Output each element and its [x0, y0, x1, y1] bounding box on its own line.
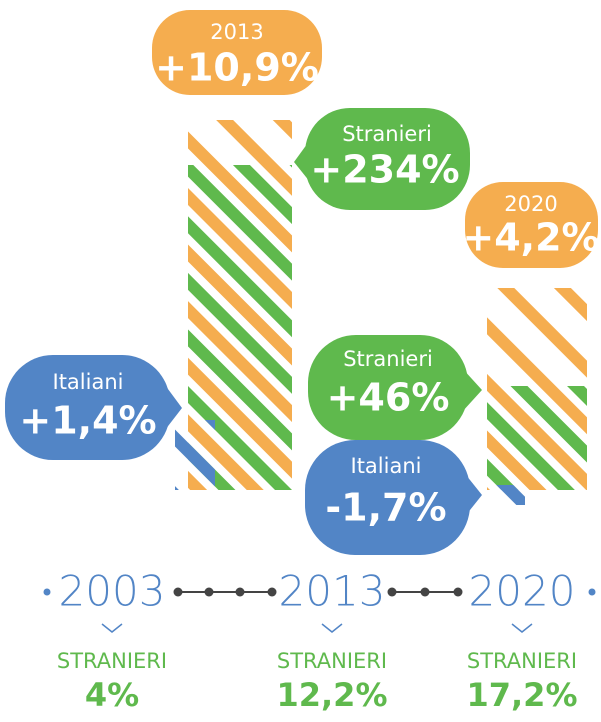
bar-part [175, 420, 215, 490]
bubble-label: Stranieri [343, 347, 433, 371]
bubble-label: Italiani [53, 370, 124, 394]
bubble-value: +234% [310, 148, 459, 192]
bubble: Italiani -1,7% [305, 440, 482, 555]
value: 17,2% [466, 676, 577, 714]
bar-part [188, 120, 292, 165]
bubble-label: 2013 [210, 20, 263, 44]
timeline: 2003 2013 2020 STRANIERI STRANIERI STRAN… [43, 567, 596, 714]
bubble: 2020 +4,2% [462, 182, 600, 268]
bar-part [487, 288, 587, 386]
bar-part [480, 485, 525, 505]
bubble: Stranieri +234% [294, 108, 470, 210]
bubble: 2013 +10,9% [152, 10, 322, 95]
bubble-value: +46% [327, 376, 450, 420]
bubble-value: +10,9% [155, 46, 319, 90]
bubble: Italiani +1,4% [5, 355, 182, 460]
bubble-label: Stranieri [342, 122, 432, 146]
value: 4% [85, 676, 139, 714]
label: STRANIERI [277, 649, 387, 673]
bars [175, 120, 587, 505]
year: 2003 [59, 567, 166, 616]
value: 12,2% [276, 676, 387, 714]
bubble-label: 2020 [504, 192, 557, 216]
label: STRANIERI [57, 649, 167, 673]
year: 2020 [469, 567, 576, 616]
bubble-value: -1,7% [325, 486, 446, 530]
label: STRANIERI [467, 649, 577, 673]
bubble: Stranieri +46% [308, 335, 482, 440]
bubble-value: +4,2% [462, 216, 599, 260]
bar-part [487, 386, 587, 490]
year: 2013 [279, 567, 386, 616]
bubble-value: +1,4% [19, 399, 156, 443]
bubble-label: Italiani [351, 454, 422, 478]
